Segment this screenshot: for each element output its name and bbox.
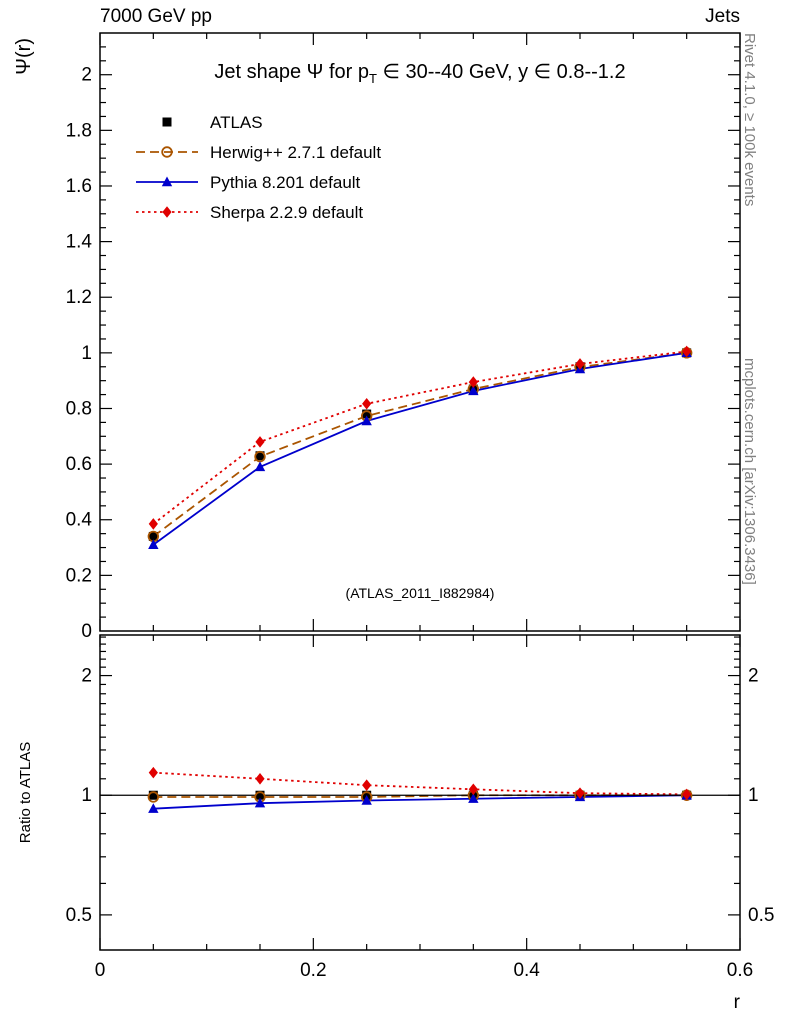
series-markers-atlas (148, 348, 692, 800)
y-tick-label-main: 1.6 (66, 176, 92, 197)
y-tick-label-main: 1.4 (66, 232, 93, 253)
y-tick-label-ratio-left: 1 (81, 785, 92, 806)
y-tick-label-main: 1.2 (66, 287, 92, 308)
y-tick-label-main: 0 (81, 621, 92, 642)
ratio-frame (99, 634, 741, 951)
y-tick-label-main: 0.8 (66, 398, 92, 419)
y-axis-label-main: Ψ(r) (13, 38, 35, 75)
legend-label: Herwig++ 2.7.1 default (210, 143, 381, 162)
series-markers-pythia (148, 347, 692, 813)
x-axis-label: r (734, 992, 741, 1013)
y-tick-label-main: 0.6 (66, 454, 92, 475)
x-tick-label: 0.2 (300, 960, 326, 981)
analysis-id-watermark: (ATLAS_2011_I882984) (346, 585, 495, 601)
x-tick-label: 0.4 (513, 960, 540, 981)
process-label: Jets (705, 6, 740, 27)
y-tick-label-ratio-left: 0.5 (66, 905, 92, 926)
legend-label: ATLAS (210, 113, 263, 132)
x-tick-label: 0.6 (727, 960, 753, 981)
series-line-pythia (152, 351, 687, 546)
series-line-sherpa (153, 771, 687, 796)
y-tick-label-main: 1 (81, 343, 92, 364)
series-line-herwig++ (153, 794, 687, 798)
legend-label: Sherpa 2.2.9 default (210, 203, 363, 222)
y-tick-label-main: 2 (81, 65, 92, 86)
y-tick-label-ratio-left: 2 (81, 666, 92, 687)
legend-label: Pythia 8.201 default (210, 173, 361, 192)
chart-title: Jet shape Ψ for pT ∈ 30--40 GeV, y ∈ 0.8… (214, 61, 625, 86)
y-tick-label-main: 1.8 (66, 120, 92, 141)
beam-energy-label: 7000 GeV pp (100, 6, 212, 27)
series-markers-sherpa (148, 345, 692, 801)
y-tick-label-ratio-right: 1 (748, 785, 759, 806)
y-tick-label-main: 0.4 (66, 510, 93, 531)
series-line-pythia (153, 794, 687, 810)
x-tick-label: 0 (95, 960, 106, 981)
legend: ATLAS Herwig++ 2.7.1 default Pythia 8.201 … (136, 113, 381, 222)
y-axis-label-ratio: Ratio to ATLAS (17, 742, 34, 843)
y-tick-label-ratio-right: 2 (748, 666, 759, 687)
series-line-sherpa (152, 350, 687, 525)
series-line-herwig++ (152, 351, 687, 538)
series-markers-herwig++ (147, 347, 693, 803)
y-tick-label-ratio-right: 0.5 (748, 905, 774, 926)
main-frame (99, 32, 741, 632)
y-tick-label-main: 0.2 (66, 565, 92, 586)
